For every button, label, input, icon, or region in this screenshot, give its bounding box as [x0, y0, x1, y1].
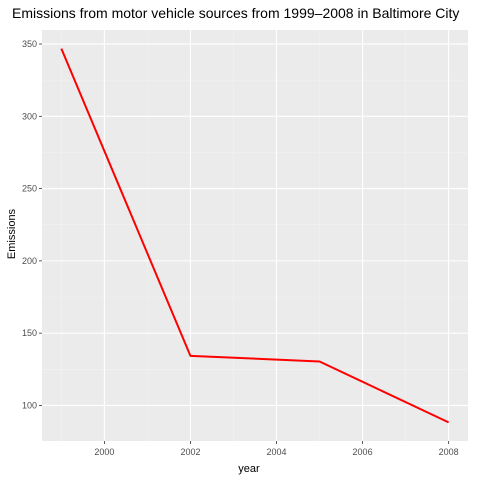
y-tick-label: 300 [22, 111, 37, 121]
plot-panel [42, 30, 468, 441]
series-layer [60, 48, 450, 424]
series-line [60, 48, 450, 424]
y-axis-title: Emissions [6, 208, 18, 259]
x-tick-label: 2002 [180, 447, 200, 457]
x-tick-label: 2000 [94, 447, 114, 457]
x-tick-label: 2004 [266, 447, 286, 457]
y-tick-label: 350 [22, 39, 37, 49]
y-tick-label: 250 [22, 184, 37, 194]
chart-title: Emissions from motor vehicle sources fro… [12, 5, 459, 21]
panel-background [42, 30, 468, 441]
x-tick-label: 2006 [353, 447, 373, 457]
y-tick-label: 150 [22, 328, 37, 338]
axes: 100 150 200 250 300 350 2000 2002 2004 2006 2008 [22, 39, 459, 457]
y-tick-label: 200 [22, 256, 37, 266]
y-tick-label: 100 [22, 400, 37, 410]
x-tick-label: 2008 [439, 447, 459, 457]
x-axis-title: year [238, 463, 260, 475]
